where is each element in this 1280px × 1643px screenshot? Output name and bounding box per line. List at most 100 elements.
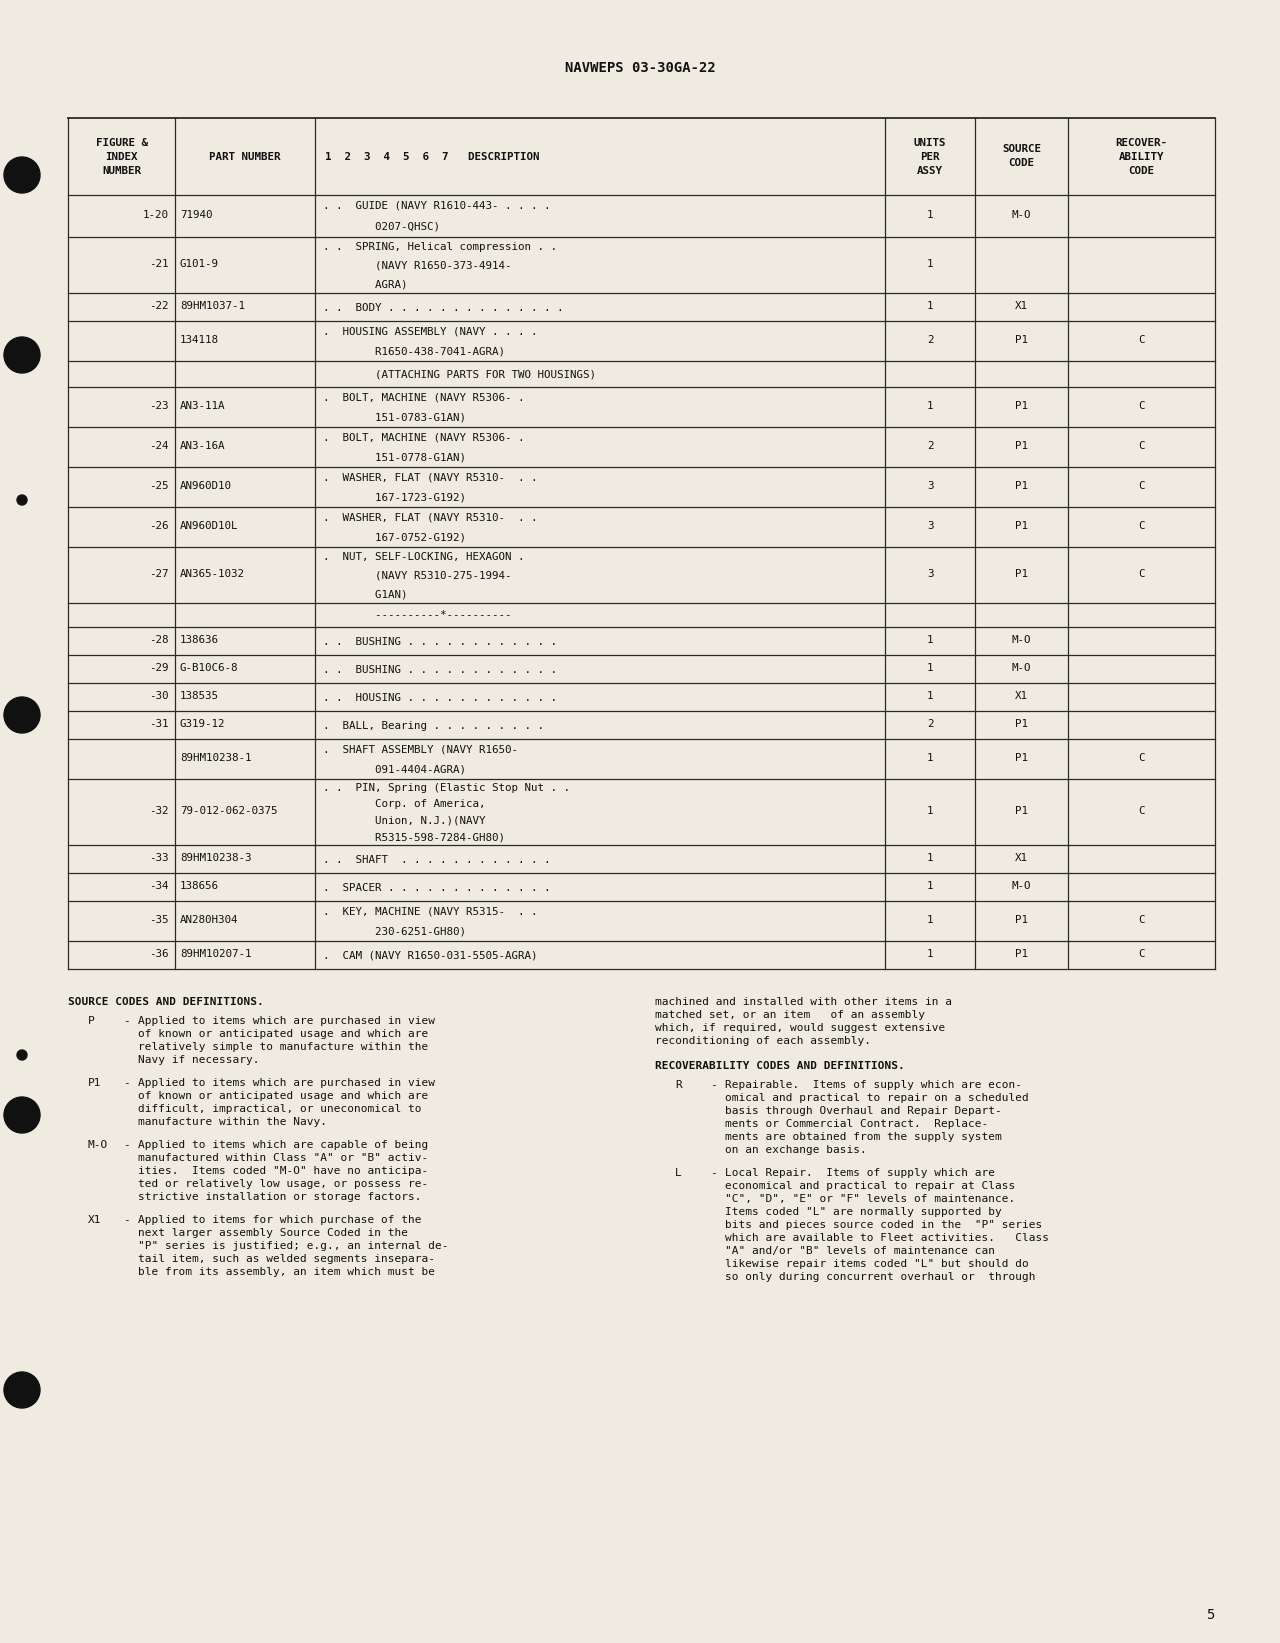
Text: Items coded "L" are normally supported by: Items coded "L" are normally supported b…: [724, 1208, 1002, 1217]
Text: R1650-438-7041-AGRA): R1650-438-7041-AGRA): [323, 347, 506, 357]
Text: P: P: [88, 1015, 95, 1025]
Circle shape: [17, 495, 27, 504]
Text: G101-9: G101-9: [180, 260, 219, 269]
Text: G-B10C6-8: G-B10C6-8: [180, 664, 238, 674]
Text: "P" series is justified; e.g., an internal de-: "P" series is justified; e.g., an intern…: [138, 1240, 448, 1250]
Text: Applied to items which are purchased in view: Applied to items which are purchased in …: [138, 1078, 435, 1088]
Text: -29: -29: [150, 664, 169, 674]
Text: 79-012-062-0375: 79-012-062-0375: [180, 805, 278, 815]
Text: which, if required, would suggest extensive: which, if required, would suggest extens…: [655, 1024, 945, 1033]
Text: 89HM1037-1: 89HM1037-1: [180, 301, 244, 312]
Circle shape: [4, 337, 40, 373]
Text: C: C: [1138, 568, 1144, 578]
Text: X1: X1: [1015, 853, 1028, 864]
Text: -32: -32: [150, 805, 169, 815]
Text: 1: 1: [927, 805, 933, 815]
Text: economical and practical to repair at Class: economical and practical to repair at Cl…: [724, 1181, 1015, 1191]
Text: which are available to Fleet activities.   Class: which are available to Fleet activities.…: [724, 1232, 1050, 1244]
Text: 3: 3: [927, 568, 933, 578]
Text: RECOVERABILITY CODES AND DEFINITIONS.: RECOVERABILITY CODES AND DEFINITIONS.: [655, 1061, 905, 1071]
Text: 2: 2: [927, 335, 933, 345]
Text: 091-4404-AGRA): 091-4404-AGRA): [323, 764, 466, 774]
Text: .  CAM (NAVY R1650-031-5505-AGRA): . CAM (NAVY R1650-031-5505-AGRA): [323, 951, 538, 961]
Text: -36: -36: [150, 950, 169, 960]
Text: 1-20: 1-20: [143, 210, 169, 220]
Text: -30: -30: [150, 692, 169, 702]
Text: so only during concurrent overhaul or  through: so only during concurrent overhaul or th…: [724, 1272, 1036, 1282]
Text: next larger assembly Source Coded in the: next larger assembly Source Coded in the: [138, 1227, 408, 1237]
Text: -33: -33: [150, 853, 169, 864]
Text: Union, N.J.)(NAVY: Union, N.J.)(NAVY: [323, 815, 485, 825]
Text: . .  BODY . . . . . . . . . . . . . .: . . BODY . . . . . . . . . . . . . .: [323, 302, 563, 312]
Text: omical and practical to repair on a scheduled: omical and practical to repair on a sche…: [724, 1093, 1029, 1102]
Text: P1: P1: [1015, 915, 1028, 925]
Text: RECOVER-
ABILITY
CODE: RECOVER- ABILITY CODE: [1115, 138, 1167, 176]
Text: 138656: 138656: [180, 881, 219, 892]
Text: .  WASHER, FLAT (NAVY R5310-  . .: . WASHER, FLAT (NAVY R5310- . .: [323, 473, 538, 483]
Text: .  NUT, SELF-LOCKING, HEXAGON .: . NUT, SELF-LOCKING, HEXAGON .: [323, 552, 525, 562]
Text: 167-0752-G192): 167-0752-G192): [323, 532, 466, 542]
Text: FIGURE &
INDEX
NUMBER: FIGURE & INDEX NUMBER: [96, 138, 147, 176]
Text: Applied to items which are purchased in view: Applied to items which are purchased in …: [138, 1015, 435, 1025]
Text: manufactured within Class "A" or "B" activ-: manufactured within Class "A" or "B" act…: [138, 1153, 429, 1163]
Text: on an exchange basis.: on an exchange basis.: [724, 1145, 867, 1155]
Text: 1: 1: [927, 210, 933, 220]
Text: AN3-11A: AN3-11A: [180, 401, 225, 411]
Text: M-O: M-O: [1011, 210, 1032, 220]
Text: .  SHAFT ASSEMBLY (NAVY R1650-: . SHAFT ASSEMBLY (NAVY R1650-: [323, 744, 518, 754]
Text: L: L: [675, 1168, 682, 1178]
Text: basis through Overhaul and Repair Depart-: basis through Overhaul and Repair Depart…: [724, 1106, 1002, 1116]
Text: 167-1723-G192): 167-1723-G192): [323, 493, 466, 503]
Text: 3: 3: [927, 521, 933, 531]
Text: -24: -24: [150, 442, 169, 452]
Text: machined and installed with other items in a: machined and installed with other items …: [655, 997, 952, 1007]
Circle shape: [4, 697, 40, 733]
Text: P1: P1: [1015, 442, 1028, 452]
Text: 1: 1: [927, 401, 933, 411]
Text: 1: 1: [927, 664, 933, 674]
Text: P1: P1: [1015, 720, 1028, 729]
Text: 138535: 138535: [180, 692, 219, 702]
Text: matched set, or an item   of an assembly: matched set, or an item of an assembly: [655, 1010, 925, 1020]
Text: 1: 1: [927, 853, 933, 864]
Text: likewise repair items coded "L" but should do: likewise repair items coded "L" but shou…: [724, 1259, 1029, 1268]
Text: P1: P1: [1015, 481, 1028, 491]
Text: 1: 1: [927, 260, 933, 269]
Text: 2: 2: [927, 720, 933, 729]
Text: -: -: [123, 1140, 129, 1150]
Text: -: -: [710, 1168, 717, 1178]
Text: -23: -23: [150, 401, 169, 411]
Text: M-O: M-O: [1011, 636, 1032, 646]
Text: C: C: [1138, 401, 1144, 411]
Text: P1: P1: [1015, 401, 1028, 411]
Text: .  BOLT, MACHINE (NAVY R5306- .: . BOLT, MACHINE (NAVY R5306- .: [323, 393, 525, 403]
Text: tail item, such as welded segments insepara-: tail item, such as welded segments insep…: [138, 1254, 435, 1263]
Text: SOURCE
CODE: SOURCE CODE: [1002, 145, 1041, 169]
Text: relatively simple to manufacture within the: relatively simple to manufacture within …: [138, 1042, 429, 1052]
Text: of known or anticipated usage and which are: of known or anticipated usage and which …: [138, 1029, 429, 1038]
Text: strictive installation or storage factors.: strictive installation or storage factor…: [138, 1193, 421, 1203]
Text: ities.  Items coded "M-O" have no anticipa-: ities. Items coded "M-O" have no anticip…: [138, 1167, 429, 1176]
Text: -21: -21: [150, 260, 169, 269]
Text: 71940: 71940: [180, 210, 212, 220]
Text: (NAVY R1650-373-4914-: (NAVY R1650-373-4914-: [323, 260, 512, 271]
Circle shape: [17, 1050, 27, 1060]
Text: M-O: M-O: [1011, 664, 1032, 674]
Text: C: C: [1138, 805, 1144, 815]
Text: -31: -31: [150, 720, 169, 729]
Text: (ATTACHING PARTS FOR TWO HOUSINGS): (ATTACHING PARTS FOR TWO HOUSINGS): [323, 370, 596, 380]
Circle shape: [4, 1098, 40, 1134]
Text: P1: P1: [88, 1078, 101, 1088]
Text: .  BOLT, MACHINE (NAVY R5306- .: . BOLT, MACHINE (NAVY R5306- .: [323, 432, 525, 442]
Text: C: C: [1138, 481, 1144, 491]
Text: SOURCE CODES AND DEFINITIONS.: SOURCE CODES AND DEFINITIONS.: [68, 997, 264, 1007]
Text: Repairable.  Items of supply which are econ-: Repairable. Items of supply which are ec…: [724, 1079, 1021, 1089]
Text: M-O: M-O: [1011, 881, 1032, 892]
Text: .  SPACER . . . . . . . . . . . . .: . SPACER . . . . . . . . . . . . .: [323, 882, 550, 892]
Text: -27: -27: [150, 568, 169, 578]
Text: 230-6251-GH80): 230-6251-GH80): [323, 927, 466, 937]
Text: G319-12: G319-12: [180, 720, 225, 729]
Text: . .  PIN, Spring (Elastic Stop Nut . .: . . PIN, Spring (Elastic Stop Nut . .: [323, 782, 570, 792]
Text: AN3-16A: AN3-16A: [180, 442, 225, 452]
Text: Applied to items for which purchase of the: Applied to items for which purchase of t…: [138, 1216, 421, 1226]
